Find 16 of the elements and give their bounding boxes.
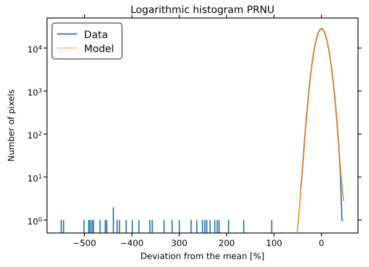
- x-tick-label: −500: [72, 239, 96, 249]
- legend-label: Data: [84, 30, 108, 41]
- x-tick-label: 300: [171, 239, 188, 249]
- y-tick-label: 10$^{0}$: [27, 216, 42, 228]
- x-axis-title: Deviation from the mean [%]: [140, 252, 265, 262]
- legend-label: Model: [84, 44, 114, 55]
- y-tick-label: 10$^{2}$: [27, 130, 42, 142]
- chart-title: Logarithmic histogram PRNU: [130, 5, 274, 16]
- x-tick-label: 0: [318, 239, 324, 249]
- y-tick-label: 10$^{3}$: [27, 87, 42, 99]
- y-tick-label: 10$^{4}$: [27, 44, 42, 56]
- y-tick-label: 10$^{1}$: [27, 173, 42, 185]
- x-tick-label: 200: [218, 239, 235, 249]
- x-tick-label: −400: [120, 239, 144, 249]
- y-axis-title: Number of pixels: [7, 88, 17, 162]
- x-tick-label: 100: [266, 239, 282, 249]
